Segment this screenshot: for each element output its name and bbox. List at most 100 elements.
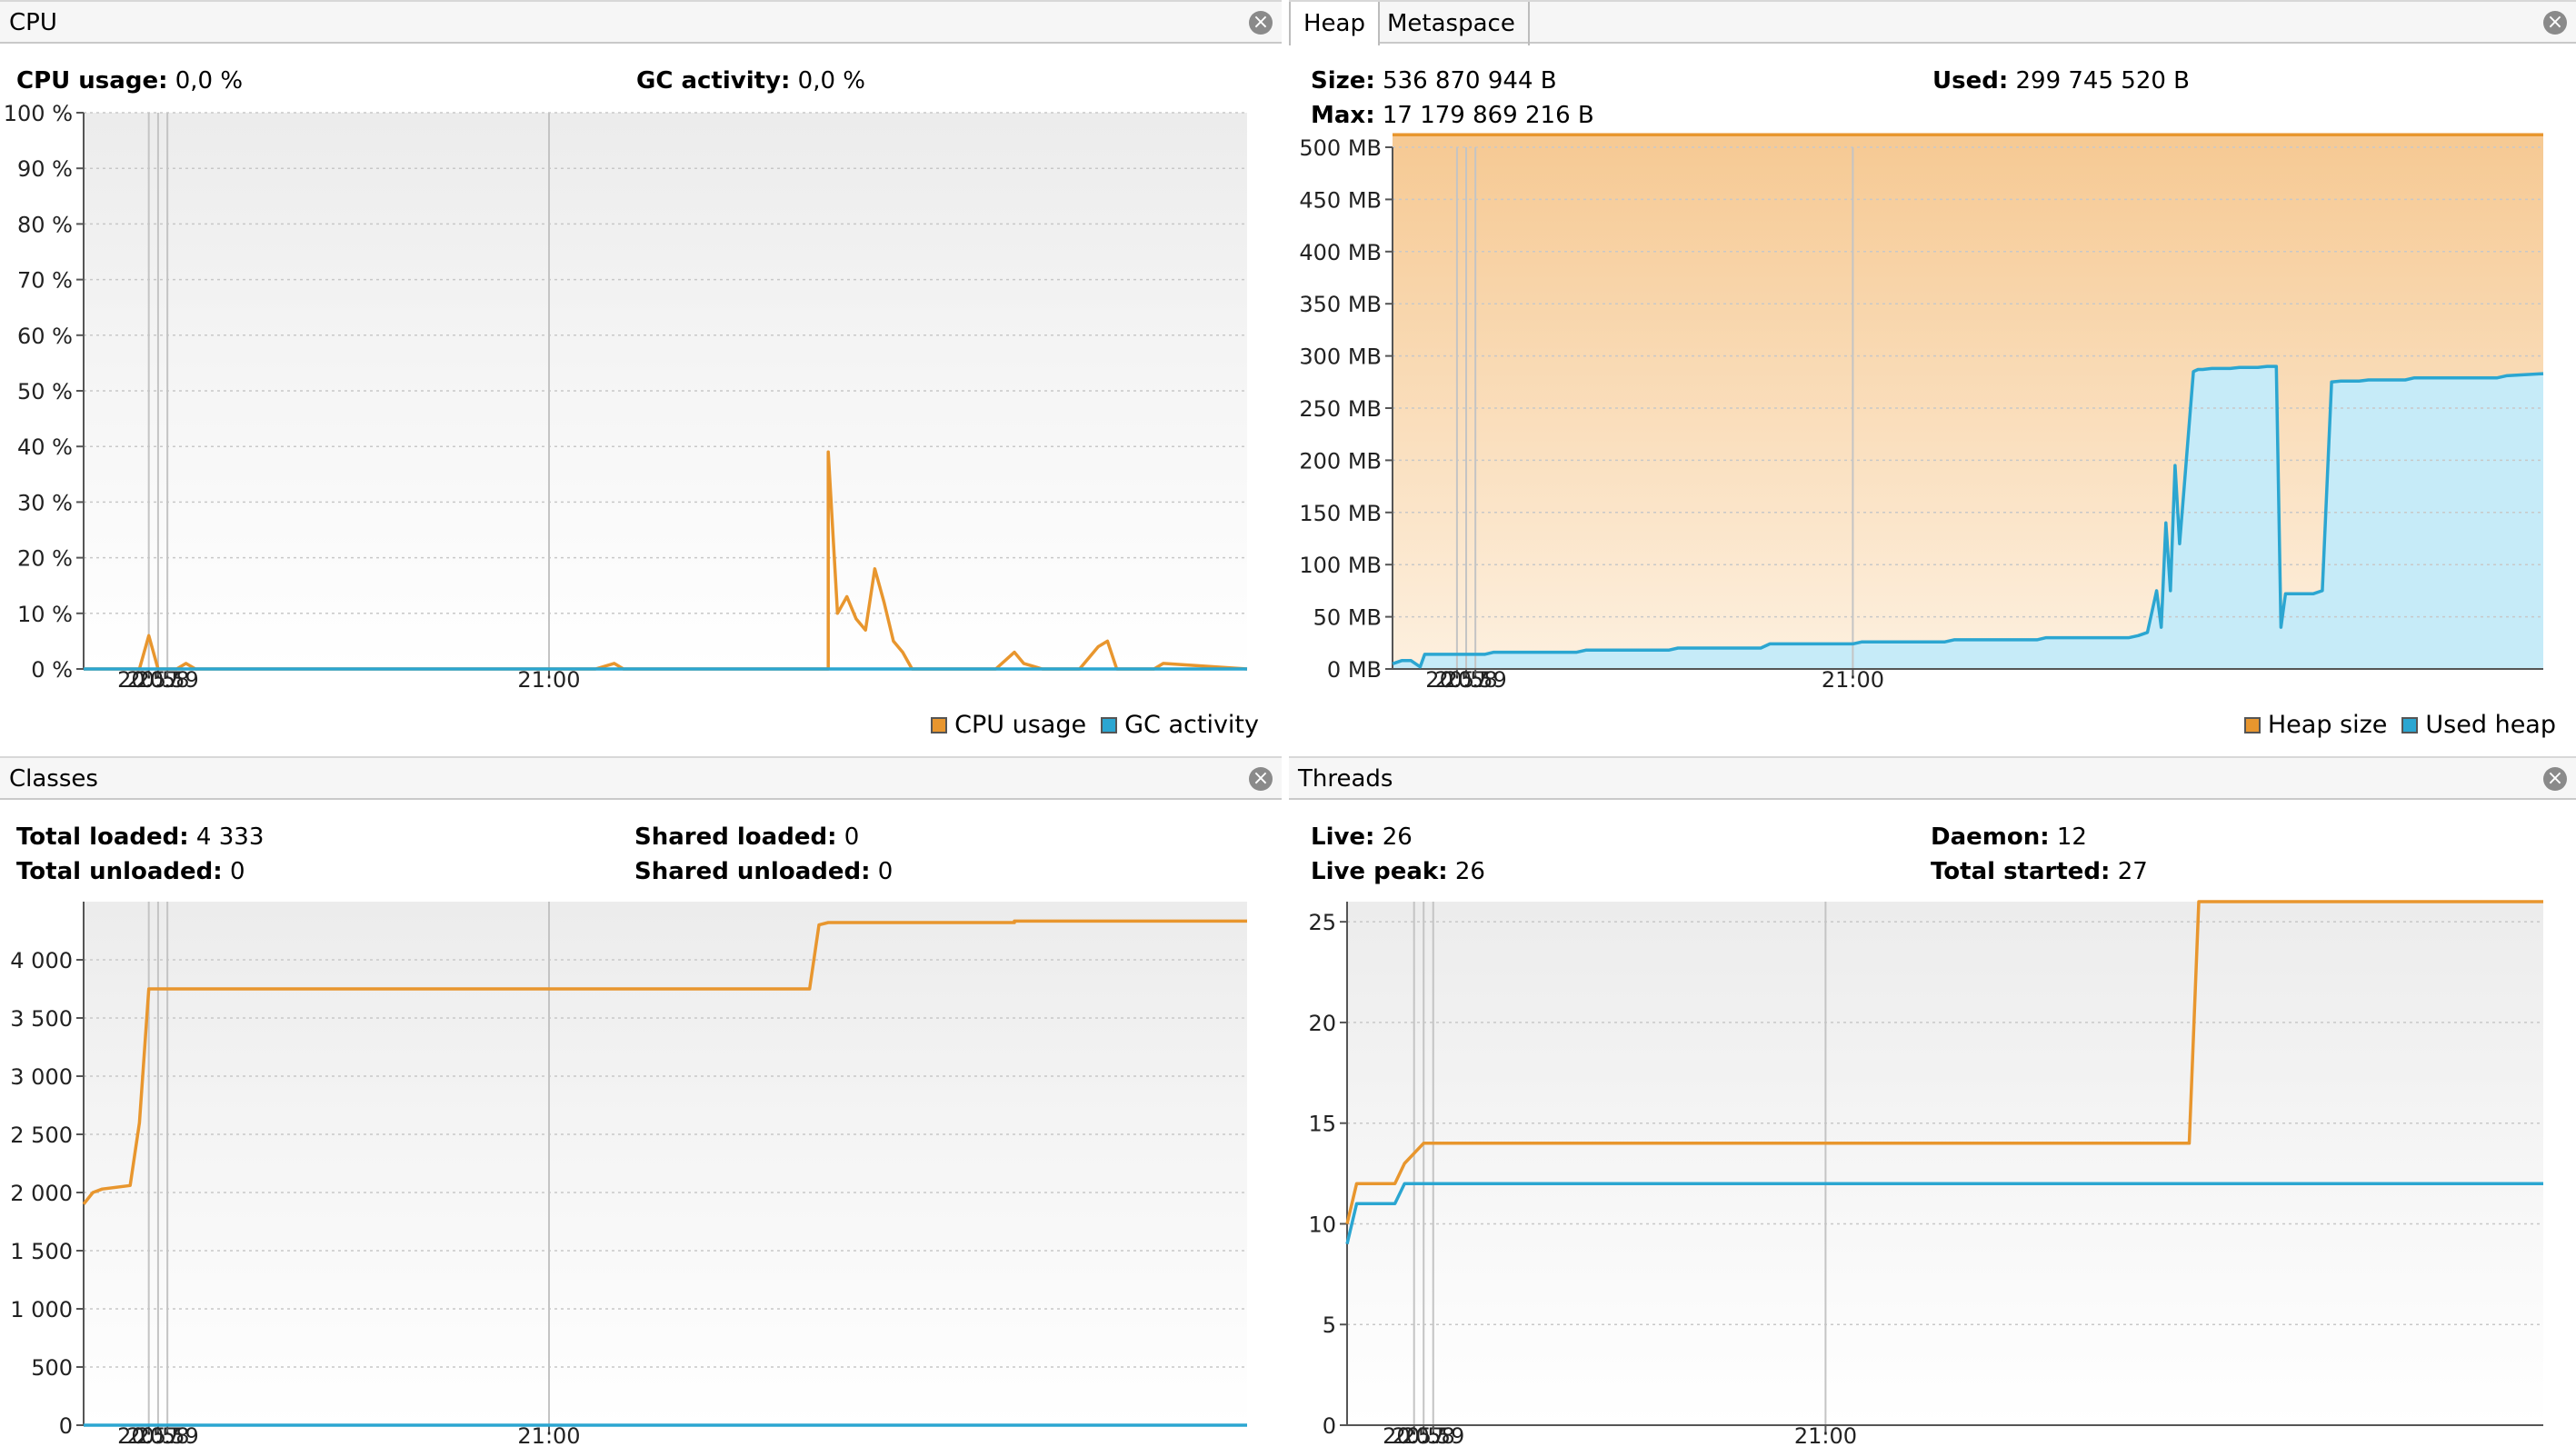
heap-ytick-label: 500 MB [1299,135,1382,161]
heap-series-used-heap-line [1392,364,2544,669]
threads-ytick-label: 20 [1308,1011,1336,1036]
total-loaded-readout: Total loaded: 4 333 [16,820,264,854]
cpu-usage-value: 0,0 % [175,67,244,95]
live-value: 26 [1382,823,1413,851]
live-readout: Live: 26 [1311,820,1413,854]
threads-panel-title: Threads [1298,765,1393,793]
classes-ytick-label: 2 500 [10,1123,73,1148]
cpu-panel-title: CPU [9,9,57,36]
heap-used-value: 299 745 520 B [2015,67,2191,95]
used-heap-area [1393,366,2543,669]
classes-ytick-label: 500 [31,1355,73,1381]
heap-ytick-label: 150 MB [1299,501,1382,526]
threads-xtick-label: 20:59 [1402,1423,1464,1447]
cpu-panel-header: CPU × [0,0,1282,44]
cpu-ytick-label: 0 % [31,657,73,683]
cpu-ytick-label: 80 % [17,212,73,237]
threads-xtick-label: 20:57 [1383,1423,1445,1447]
classes-ytick-label: 1 000 [10,1297,73,1322]
total-loaded-value: 4 333 [195,823,265,851]
live-label: Live: [1311,823,1375,851]
total-started-readout: Total started: 27 [1931,854,2148,889]
shared-loaded-label: Shared loaded: [634,823,837,851]
heap-xtick-label: 21:00 [1822,667,1884,693]
heap-panel-header: Heap Metaspace × [1289,0,2576,45]
live-peak-label: Live peak: [1311,858,1448,885]
classes-panel-header: Classes × [0,756,1282,800]
heap-ytick-label: 450 MB [1299,187,1382,213]
heap-size-label: Size: [1311,67,1375,95]
shared-unloaded-label: Shared unloaded: [634,858,871,885]
heap-size-value: 536 870 944 B [1383,67,1557,95]
total-started-value: 27 [2117,858,2148,885]
heap-ytick-label: 50 MB [1313,605,1382,631]
threads-xtick-label: 20:58 [1393,1423,1455,1447]
heap-ytick-label: 0 MB [1327,657,1382,683]
heap-size-swatch [2243,716,2261,733]
cpu-chart: 0 % 10 % 20 % 30 % 40 % 50 % 60 % 70 % 80 % 90 % 1… [4,101,1248,693]
classes-xtick-label: 21:00 [517,1423,580,1447]
total-unloaded-readout: Total unloaded: 0 [16,854,245,889]
heap-ytick-label: 200 MB [1299,448,1382,474]
cpu-ytick-label: 50 % [17,379,73,404]
shared-unloaded-readout: Shared unloaded: 0 [634,854,893,889]
heap-used-label: Used: [1932,67,2009,95]
classes-ytick-label: 3 500 [10,1006,73,1032]
classes-ytick-label: 4 000 [10,948,73,973]
cpu-legend-cpu-usage: CPU usage [954,711,1087,739]
gc-activity-label: GC activity: [636,67,791,95]
total-loaded-label: Total loaded: [16,823,189,851]
cpu-ytick-label: 100 % [4,101,73,126]
threads-xtick-label: 21:00 [1794,1423,1857,1447]
heap-ytick-label: 250 MB [1299,396,1382,422]
cpu-ytick-label: 60 % [17,324,73,349]
shared-unloaded-value: 0 [877,858,894,885]
heap-legend: Heap size Used heap [2230,711,2556,739]
cpu-xtick-label: 20:57 [117,667,180,693]
heap-ytick-label: 300 MB [1299,344,1382,370]
heap-close-icon[interactable]: × [2543,11,2567,35]
shared-loaded-value: 0 [844,823,860,851]
threads-ytick-label: 0 [1323,1413,1336,1439]
shared-loaded-readout: Shared loaded: 0 [634,820,859,854]
heap-ytick-label: 400 MB [1299,240,1382,265]
daemon-value: 12 [2056,823,2087,851]
classes-ytick-label: 0 [59,1413,73,1439]
heap-used-readout: Used: 299 745 520 B [1932,64,2190,98]
threads-ytick-label: 5 [1323,1312,1336,1338]
heap-ytick-label: 350 MB [1299,292,1382,317]
cpu-xtick-label: 20:59 [136,667,199,693]
cpu-close-icon[interactable]: × [1249,11,1273,35]
classes-series-0-line [82,919,1247,1205]
threads-series-0-line [1345,900,2543,1224]
total-started-label: Total started: [1931,858,2111,885]
classes-ytick-label: 2 000 [10,1181,73,1206]
tab-heap[interactable]: Heap [1289,2,1380,45]
heap-legend-heap-size: Heap size [2267,711,2388,739]
cpu-panel: CPU × CPU usage: 0,0 % GC activity: 0,0 … [0,0,1282,754]
heap-max-readout: Max: 17 179 869 216 B [1311,98,1594,133]
cpu-ytick-label: 10 % [17,602,73,627]
heap-legend-used-heap: Used heap [2425,711,2556,739]
heap-xtick-label: 20:57 [1425,667,1488,693]
cpu-ytick-label: 30 % [17,490,73,515]
classes-panel-title: Classes [9,765,98,793]
classes-xtick-label: 20:58 [126,1423,189,1447]
cpu-usage-swatch [931,716,948,733]
classes-panel: Classes × Total loaded: 4 333 Total unlo… [0,756,1282,1447]
tab-metaspace[interactable]: Metaspace [1374,2,1530,45]
daemon-label: Daemon: [1931,823,2050,851]
heap-panel: Heap Metaspace × Size: 536 870 944 B Max… [1289,0,2576,754]
cpu-ytick-label: 90 % [17,156,73,182]
gc-activity-readout: GC activity: 0,0 % [636,64,865,98]
gc-activity-value: 0,0 % [797,67,865,95]
daemon-readout: Daemon: 12 [1931,820,2087,854]
classes-close-icon[interactable]: × [1249,767,1273,791]
live-peak-value: 26 [1454,858,1485,885]
cpu-usage-readout: CPU usage: 0,0 % [16,64,243,98]
cpu-ytick-label: 40 % [17,434,73,460]
threads-close-icon[interactable]: × [2543,767,2567,791]
classes-chart: 0 500 1 000 1 500 2 000 2 500 3 000 3 500 4 000 2… [10,902,1247,1447]
threads-panel: Threads × Live: 26 Live peak: 26 Daemon:… [1289,756,2576,1447]
total-unloaded-value: 0 [229,858,245,885]
